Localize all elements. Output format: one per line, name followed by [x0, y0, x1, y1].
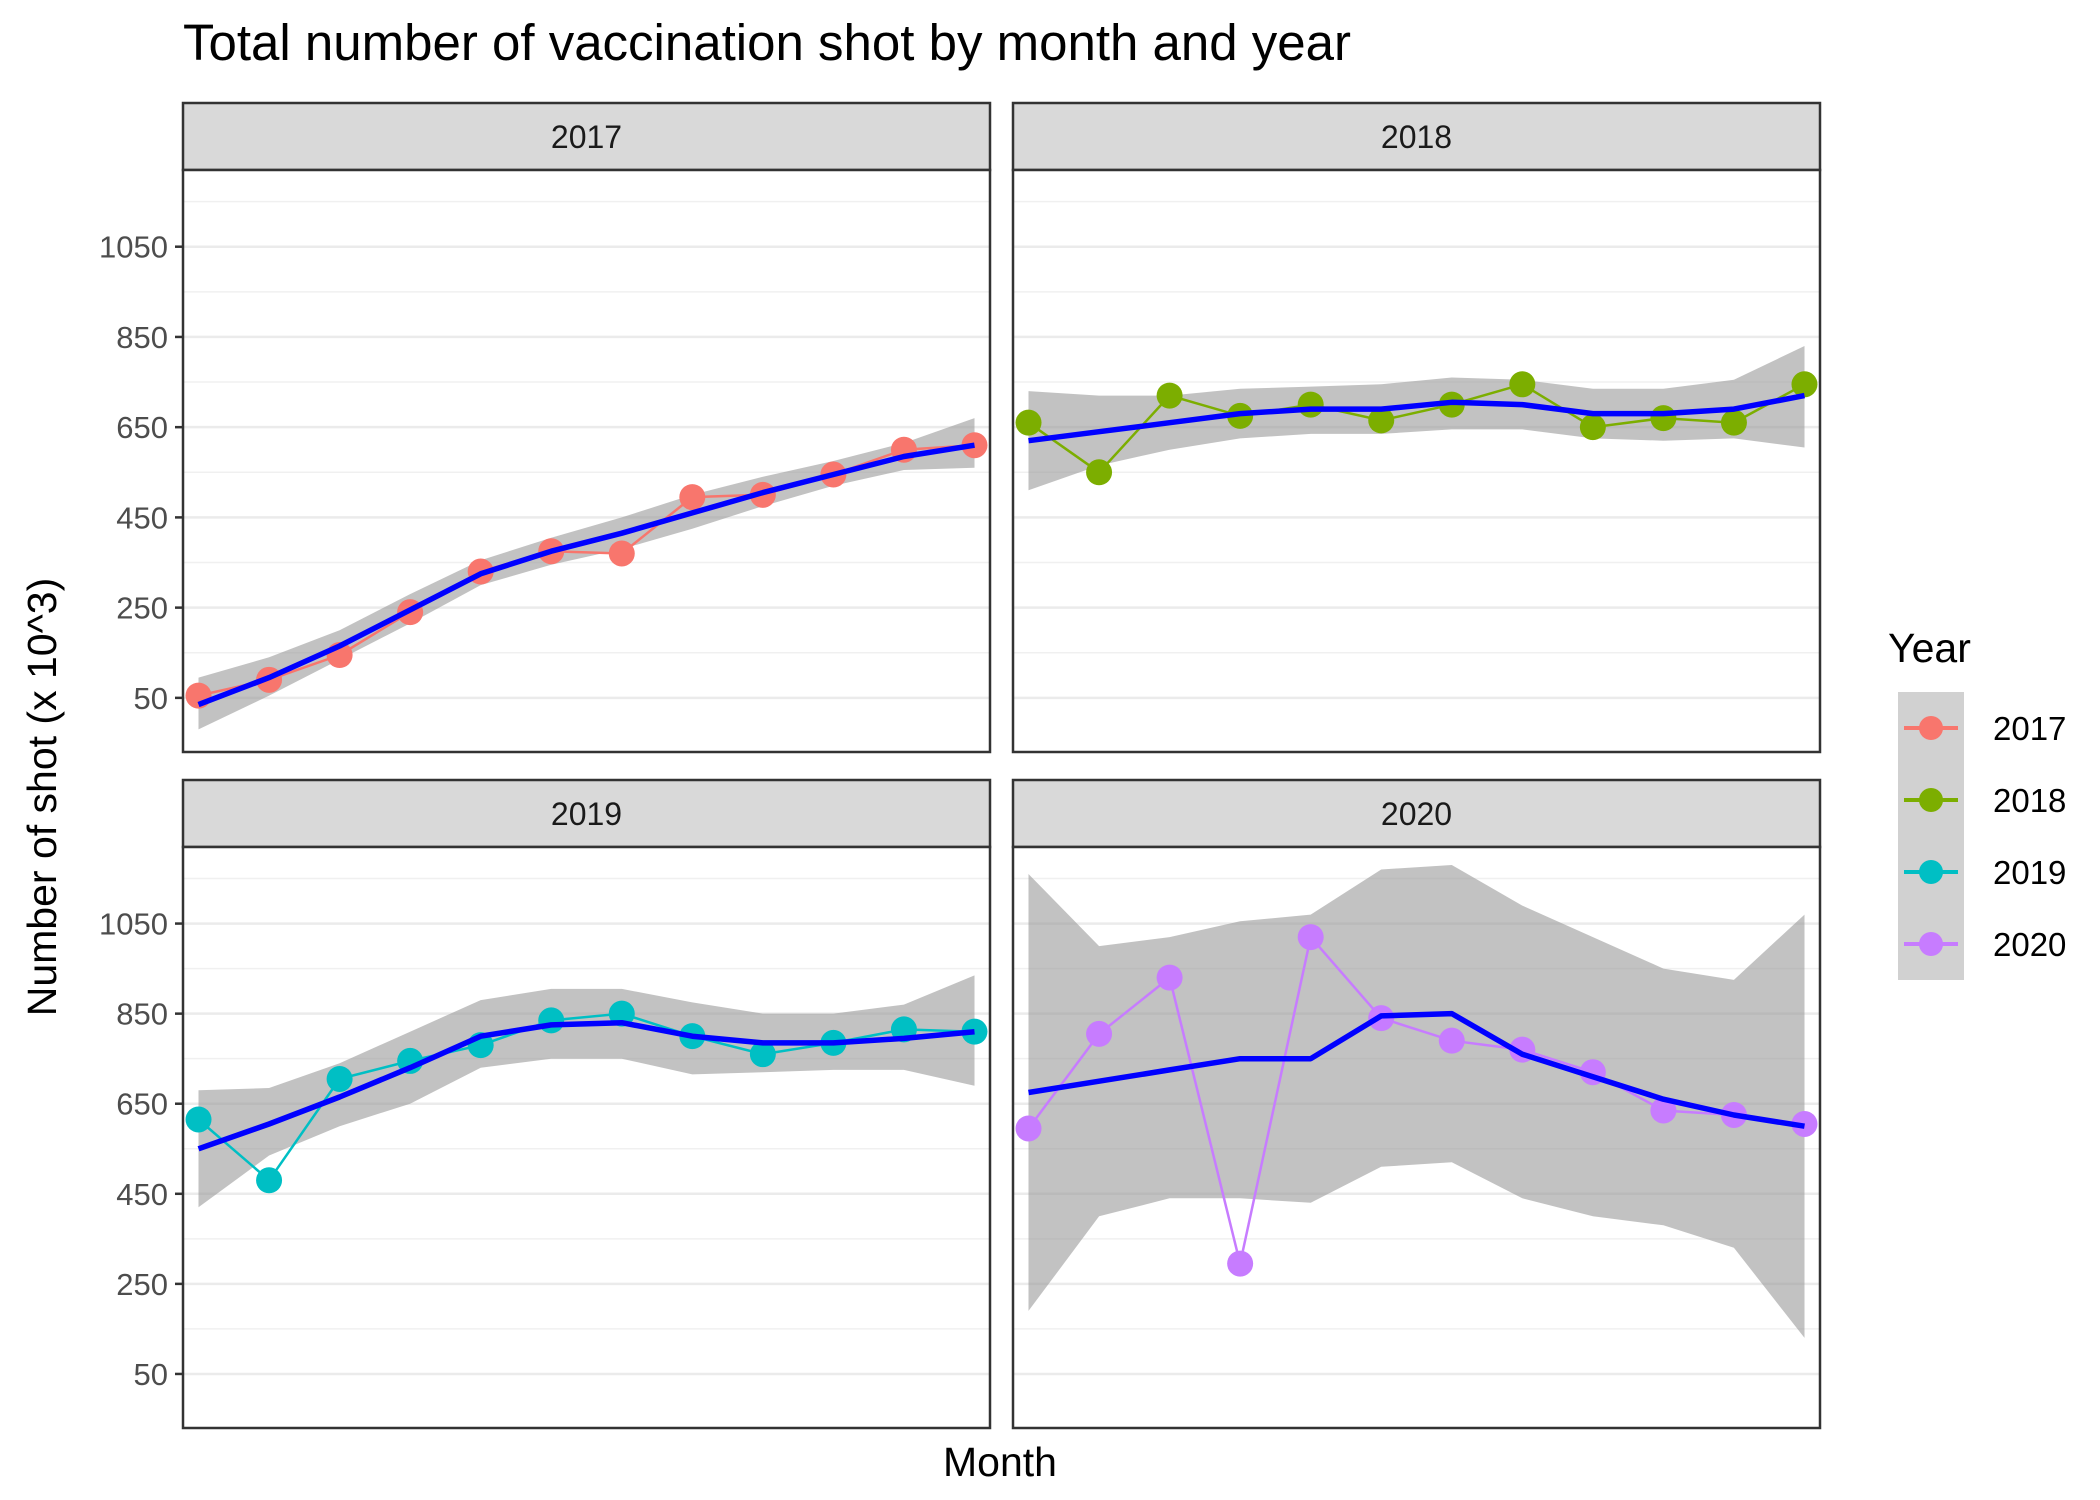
legend-label: 2019	[1993, 854, 2066, 891]
data-point	[1579, 414, 1606, 441]
legend-keys: 2017 2018 2019 2020	[1898, 692, 2066, 980]
y-tick-label: 650	[116, 410, 168, 445]
smooth-line	[197, 442, 975, 708]
facet-strip	[181, 101, 992, 172]
smooth-line	[1028, 1010, 1805, 1129]
panel-2018: 2018	[1011, 101, 1822, 754]
data-point	[1227, 1250, 1254, 1277]
facet-panels: 2017 50 250 450 650 850 1050 2018 2019 50 250 450 65…	[99, 101, 1822, 1430]
y-tick-label: 450	[116, 1177, 168, 1212]
data-point	[1720, 409, 1747, 436]
y-tick-label: 650	[116, 1087, 168, 1122]
data-point	[1368, 407, 1395, 434]
legend-title: Year	[1888, 625, 1971, 671]
data-point	[608, 540, 635, 567]
data-point	[1791, 371, 1818, 398]
facet-strip-label: 2018	[1381, 119, 1452, 155]
y-tick-label: 50	[134, 681, 168, 716]
data-point	[1650, 405, 1677, 432]
panel-border	[1011, 845, 1822, 1430]
legend: Year 2017 2018 2019 2020	[1888, 625, 2066, 980]
data-point	[1438, 1027, 1465, 1054]
data-point	[1156, 964, 1183, 991]
data-point	[185, 682, 212, 709]
y-tick-label: 450	[116, 500, 168, 535]
legend-key-point	[1919, 788, 1943, 812]
plot-area	[185, 975, 988, 1208]
data-point	[1015, 1115, 1042, 1142]
y-tick-label: 1050	[99, 907, 168, 942]
confidence-ribbon	[198, 975, 975, 1208]
panel-2020: 2020	[1011, 778, 1822, 1430]
confidence-ribbon	[1028, 865, 1805, 1338]
legend-key-point	[1919, 860, 1943, 884]
plot-area	[185, 418, 988, 730]
data-point	[1086, 459, 1113, 486]
panel-border	[181, 845, 992, 1430]
data-point	[1297, 391, 1324, 418]
data-point	[1156, 382, 1183, 409]
facet-strip-label: 2017	[551, 119, 622, 155]
data-point	[326, 1065, 353, 1092]
panel-background	[183, 847, 990, 1428]
panel-2019: 2019 50 250 450 650 850 1050	[99, 778, 992, 1430]
confidence-ribbon	[198, 418, 975, 730]
y-tick-label: 850	[116, 320, 168, 355]
legend-label: 2018	[1993, 782, 2066, 819]
confidence-ribbon	[1028, 346, 1805, 491]
y-tick-label: 250	[116, 1267, 168, 1302]
y-tick-label: 250	[116, 591, 168, 626]
panel-border	[181, 168, 992, 754]
chart-title: Total number of vaccination shot by mont…	[183, 14, 1351, 71]
plot-area	[1015, 865, 1818, 1338]
panel-2017: 2017 50 250 450 650 850 1050	[99, 101, 992, 754]
data-point	[1015, 409, 1042, 436]
facet-strip	[1011, 778, 1822, 849]
facet-strip-label: 2019	[551, 796, 622, 832]
panel-border	[1011, 168, 1822, 754]
legend-key-point	[1919, 716, 1943, 740]
data-point	[1086, 1020, 1113, 1047]
legend-label: 2020	[1993, 926, 2066, 963]
y-tick-label: 50	[134, 1357, 168, 1392]
y-tick-label: 1050	[99, 230, 168, 265]
data-point	[1297, 924, 1324, 951]
y-tick-label: 850	[116, 997, 168, 1032]
legend-item-2019: 2019	[1898, 836, 2066, 908]
legend-key-point	[1919, 932, 1943, 956]
facet-strip	[1011, 101, 1822, 172]
data-point	[1650, 1097, 1677, 1124]
legend-item-2018: 2018	[1898, 764, 2066, 836]
data-point	[256, 1167, 283, 1194]
smooth-line	[197, 1019, 975, 1152]
legend-item-2020: 2020	[1898, 908, 2066, 980]
data-point	[608, 1000, 635, 1027]
legend-item-2017: 2017	[1898, 692, 2066, 764]
data-point	[749, 1041, 776, 1068]
panel-background	[1013, 170, 1820, 752]
facet-strip-label: 2020	[1381, 796, 1452, 832]
legend-label: 2017	[1993, 710, 2066, 747]
data-point	[185, 1106, 212, 1133]
plot-area	[1015, 346, 1818, 491]
gridlines	[1013, 200, 1820, 700]
data-point	[1509, 371, 1536, 398]
x-axis-title: Month	[943, 1439, 1057, 1485]
data-point	[538, 1007, 565, 1034]
y-axis-title: Number of shot (x 10^3)	[19, 578, 65, 1017]
data-point	[679, 484, 706, 511]
smooth-line	[1028, 392, 1806, 444]
